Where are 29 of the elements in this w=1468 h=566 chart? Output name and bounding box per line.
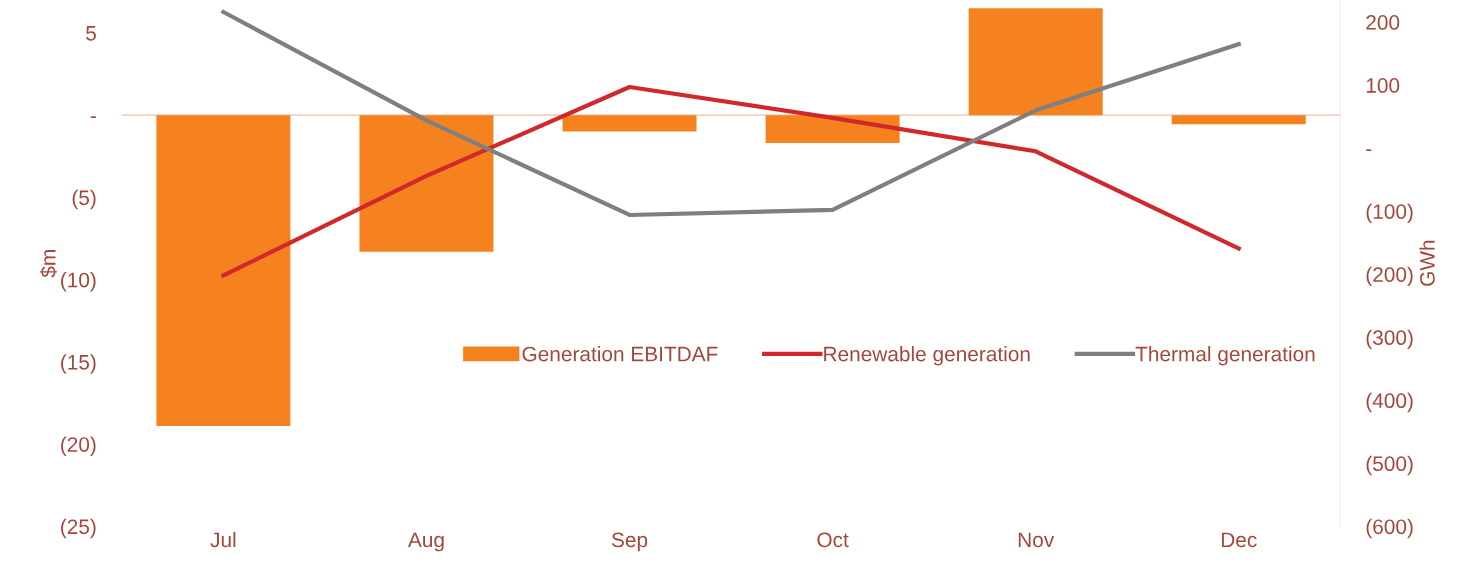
x-tick-label: Jul [210, 531, 236, 548]
y-tick-label: (10) [61, 272, 96, 292]
y2-tick-label: - [1366, 149, 1372, 151]
y2-axis-title: GWh [1419, 240, 1435, 286]
line-series [221, 9, 1241, 218]
y2-tick-label: 200 [1366, 15, 1400, 30]
y-axis-title: $m [40, 250, 57, 278]
y2-tick-label: (100) [1366, 203, 1413, 224]
line-series [221, 84, 1241, 278]
y-tick-label: - [90, 116, 96, 118]
legend-label: Generation EBITDAF [522, 346, 718, 362]
x-tick-label: Nov [1018, 532, 1055, 548]
x-tick-label: Sep [611, 532, 648, 552]
x-tick-label: Oct [817, 532, 849, 548]
y2-tick-label: 100 [1366, 78, 1400, 93]
y2-tick-label: (400) [1366, 392, 1413, 413]
x-tick-label: Dec [1221, 532, 1257, 548]
y-tick-label: (15) [61, 354, 96, 374]
y2-tick-label: (200) [1366, 266, 1413, 287]
y2-tick-label: (300) [1366, 329, 1413, 350]
legend-label: Thermal generation [1135, 346, 1315, 366]
y2-tick-label: (600) [1366, 518, 1413, 539]
y2-tick-label: (500) [1366, 455, 1413, 476]
y-tick-label: 5 [86, 26, 96, 41]
y-tick-label: (5) [72, 189, 96, 210]
legend-label: Renewable generation [824, 346, 1030, 366]
y-tick-label: (20) [61, 436, 96, 456]
x-tick-label: Aug [407, 532, 444, 552]
y-tick-label: (25) [61, 518, 96, 539]
